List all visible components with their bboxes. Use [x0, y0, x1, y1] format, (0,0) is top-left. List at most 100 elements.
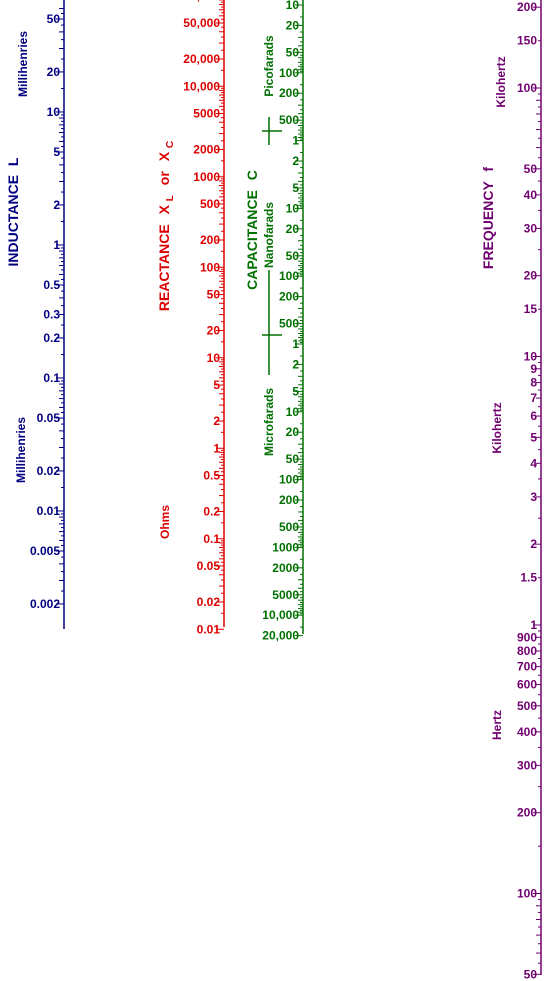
inductance-tick-label: 50	[47, 12, 61, 26]
inductance-tick-label: 1	[53, 238, 60, 252]
capacitance-tick-label: 500	[279, 520, 299, 534]
inductance-tick-label: 0.02	[37, 464, 61, 478]
frequency-tick-label: 200	[517, 806, 537, 820]
capacitance-tick-label: 10,000	[262, 608, 299, 622]
reactance-tick-label: 50	[207, 288, 221, 302]
capacitance-tick-label: 2000	[272, 561, 299, 575]
inductance-tick-label: 0.002	[30, 597, 60, 611]
frequency-tick-label: 700	[517, 660, 537, 674]
inductance-tick-label: 10	[47, 105, 61, 119]
inductance-title: INDUCTANCE L	[5, 157, 21, 266]
frequency-tick-label: 15	[524, 302, 538, 316]
inductance-title-text: INDUCTANCE	[5, 175, 21, 267]
capacitance-tick-label: 200	[279, 493, 299, 507]
reactance-tick-label: 0.02	[197, 595, 221, 609]
inductance-ticks	[56, 7, 64, 605]
capacitance-tick-label: 20	[286, 222, 300, 236]
reactance-unit: Ohms	[158, 505, 172, 539]
frequency-tick-label: 600	[517, 678, 537, 692]
capacitance-tick-label: 100	[279, 473, 299, 487]
reactance-scale: 100,00050,00020,00010,000500020001000500…	[156, 0, 225, 636]
frequency-tick-label: 200	[517, 0, 537, 14]
capacitance-tick-label: 500	[279, 317, 299, 331]
reactance-tick-label: 1000	[193, 170, 220, 184]
inductance-tick-label: 0.3	[43, 308, 60, 322]
inductance-tick-labels: 50 20 10 5 2 1 0.5 0.3 0.2 0.1 0.05 0.02 0.01 0.005 0.…	[30, 12, 60, 611]
frequency-tick-label: 100	[517, 887, 537, 901]
capacitance-tick-label: 5	[292, 384, 299, 398]
reactance-tick-label: 10	[207, 351, 221, 365]
capacitance-unit-pico: Picofarads	[262, 35, 276, 97]
capacitance-tick-label: 10	[286, 201, 300, 215]
frequency-tick-label: 30	[524, 221, 538, 235]
reactance-symbol-c: X	[156, 151, 172, 161]
svg-text:INDUCTANCE L: INDUCTANCE L	[5, 157, 21, 266]
reactance-tick-label: 1	[213, 441, 220, 455]
capacitance-tick-label: 2	[292, 357, 299, 371]
inductance-unit-upper: Millihenries	[16, 31, 30, 97]
reactance-tick-label: 50,000	[183, 16, 220, 30]
reactance-tick-label: 2	[213, 414, 220, 428]
frequency-tick-label: 100	[517, 81, 537, 95]
frequency-tick-label: 4	[530, 456, 537, 470]
capacitance-tick-label: 1000	[272, 540, 299, 554]
capacitance-title-text: CAPACITANCE	[244, 190, 260, 290]
reactance-tick-label: 0.1	[203, 532, 220, 546]
frequency-tick-label: 1	[530, 618, 537, 632]
frequency-tick-label: 900	[517, 630, 537, 644]
frequency-tick-label: 150	[517, 34, 537, 48]
reactance-tick-label: 20,000	[183, 52, 220, 66]
reactance-subscript-l: L	[165, 195, 176, 201]
reactance-tick-label: 0.05	[197, 559, 221, 573]
capacitance-tick-labels: 10 20 50 100 200 500 1 2 5 10 20 50 100 200 500 1 2 5 10 20…	[262, 0, 299, 643]
capacitance-tick-label: 20,000	[262, 629, 299, 643]
reactance-tick-labels: 100,00050,00020,00010,000500020001000500…	[177, 0, 221, 636]
frequency-ticks	[533, 6, 541, 975]
reactance-title-text: REACTANCE	[156, 224, 172, 311]
inductance-tick-label: 0.2	[43, 331, 60, 345]
frequency-unit-upper: Kilohertz	[494, 56, 508, 107]
frequency-tick-label: 800	[517, 644, 537, 658]
frequency-tick-label: 1.5	[520, 571, 537, 585]
capacitance-tick-label: 10	[286, 405, 300, 419]
capacitance-tick-label: 5000	[272, 588, 299, 602]
frequency-tick-label: 40	[524, 188, 538, 202]
frequency-tick-label: 8	[530, 376, 537, 390]
inductance-unit-lower: Millihenries	[14, 417, 28, 483]
svg-text:REACTANCE X L: REACTANCE X L or X C	[156, 141, 176, 311]
frequency-tick-label: 20	[524, 269, 538, 283]
capacitance-tick-label: 50	[286, 452, 300, 466]
reactance-symbol-l: X	[156, 204, 172, 214]
inductance-scale: 50 20 10 5 2 1 0.5 0.3 0.2 0.1 0.05 0.02 0.01 0.005 0.…	[5, 0, 65, 629]
frequency-unit-mid: Kilohertz	[490, 402, 504, 453]
capacitance-tick-label: 500	[279, 113, 299, 127]
capacitance-tick-label: 1	[292, 134, 299, 148]
inductance-tick-label: 0.05	[37, 411, 61, 425]
reactance-tick-label: 0.5	[203, 469, 220, 483]
frequency-tick-label: 7	[530, 391, 537, 405]
reactance-tick-label: 20	[207, 324, 221, 338]
reactance-tick-label: 0.01	[197, 622, 221, 636]
capacitance-tick-label: 2	[292, 154, 299, 168]
reactance-tick-label: 100,000	[177, 0, 221, 3]
capacitance-tick-label: 10	[286, 0, 300, 12]
frequency-tick-label: 500	[517, 699, 537, 713]
capacitance-title: CAPACITANCE C	[244, 170, 260, 290]
svg-text:FREQUENCY f: FREQUENCY f	[480, 167, 496, 270]
frequency-tick-label: 50	[524, 967, 538, 981]
frequency-tick-label: 300	[517, 758, 537, 772]
reactance-subscript-c: C	[165, 141, 176, 148]
frequency-tick-label: 3	[530, 490, 537, 504]
inductance-tick-label: 20	[47, 65, 61, 79]
frequency-tick-label: 6	[530, 409, 537, 423]
reactance-tick-label: 100	[200, 260, 220, 274]
capacitance-tick-label: 100	[279, 66, 299, 80]
frequency-title-text: FREQUENCY	[480, 181, 496, 270]
reactance-tick-label: 0.2	[203, 505, 220, 519]
frequency-tick-label: 9	[530, 362, 537, 376]
inductance-tick-label: 5	[53, 145, 60, 159]
reactance-title: REACTANCE X L or X C	[156, 141, 176, 311]
reactance-ticks	[216, 0, 224, 630]
